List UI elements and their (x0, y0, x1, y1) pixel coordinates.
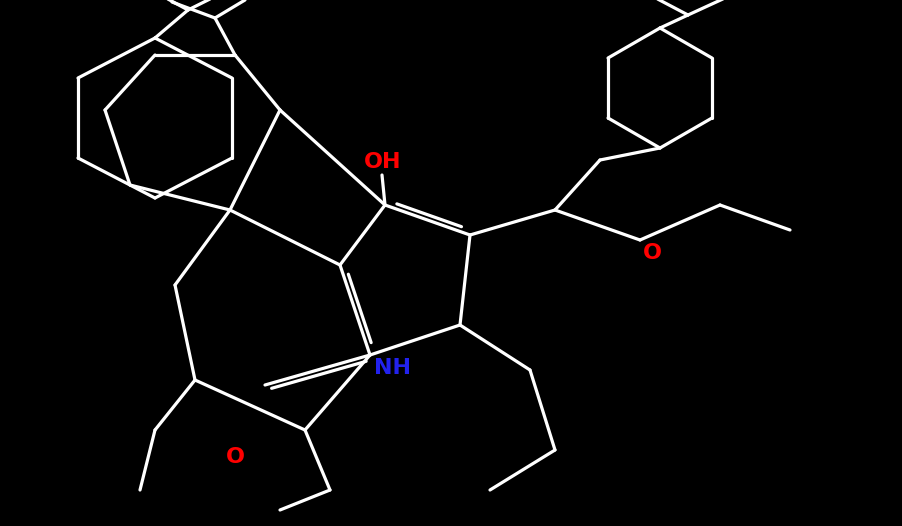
Text: O: O (642, 243, 661, 263)
Text: O: O (226, 447, 244, 467)
Text: OH: OH (364, 152, 401, 172)
Text: NH: NH (374, 358, 411, 378)
